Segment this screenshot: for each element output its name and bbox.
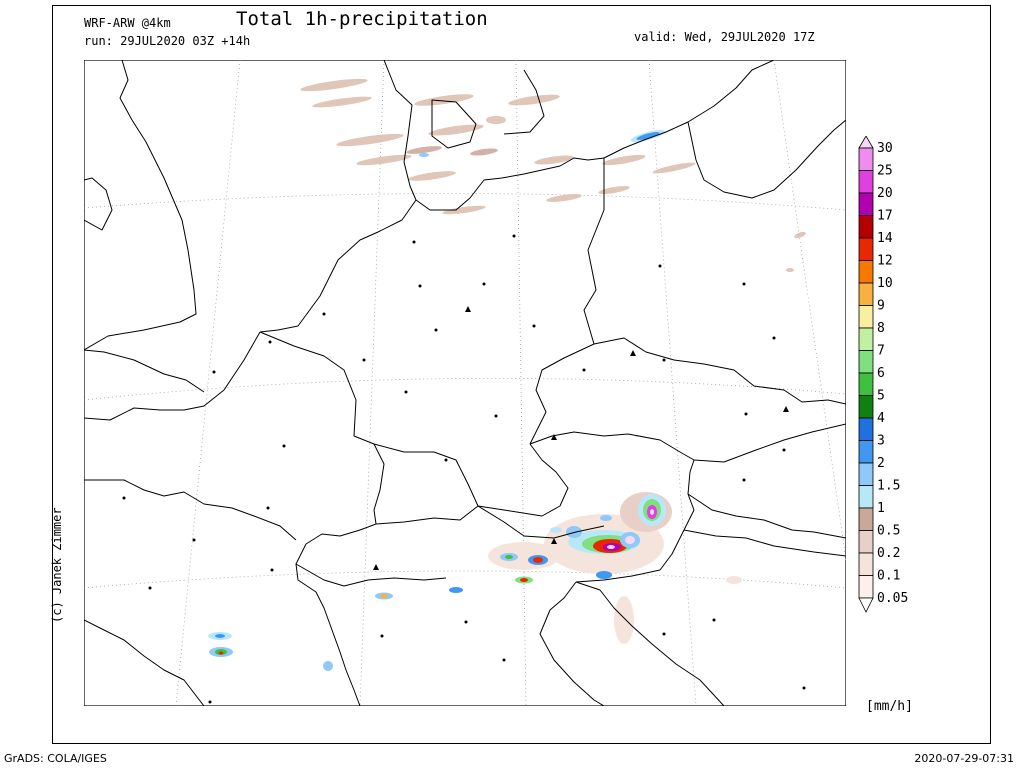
colorbar: 30 25 20 17 14 12 10 9 8 7 6 5 4 3 2 1.5 1 0.5 0.2 0.1 0.05: [858, 136, 908, 613]
colorbar-box: [858, 417, 874, 441]
colorbar-tick-label: 17: [877, 209, 893, 224]
colorbar-box: [858, 305, 874, 329]
coastlines-borders: [84, 60, 846, 706]
colorbar-tick-label: 8: [877, 321, 885, 336]
colorbar-box: [858, 282, 874, 306]
colorbar-tick-label: 1: [877, 501, 885, 516]
run-label: run: 29JUL2020 03Z +14h: [84, 34, 251, 48]
graticule: [84, 60, 846, 706]
colorbar-box: [858, 552, 874, 576]
colorbar-box: [858, 350, 874, 374]
colorbar-box: [858, 170, 874, 194]
colorbar-box: [858, 147, 874, 171]
map-border: [84, 60, 846, 706]
colorbar-tick-label: 10: [877, 276, 893, 291]
colorbar-tick-label: 12: [877, 254, 893, 269]
colorbar-box: [858, 192, 874, 216]
colorbar-tick-label: 1.5: [877, 479, 900, 494]
plot-frame: [52, 5, 991, 744]
colorbar-tick-label: 5: [877, 389, 885, 404]
author-credit: (c) Janek Zimmer: [50, 507, 64, 623]
colorbar-tick-label: 0.1: [877, 569, 900, 584]
colorbar-tick-label: 0.05: [877, 591, 908, 606]
colorbar-tick-label: 7: [877, 344, 885, 359]
colorbar-tick-label: 4: [877, 411, 885, 426]
colorbar-tick-label: 14: [877, 231, 893, 246]
precipitation-map: [84, 60, 846, 706]
colorbar-tick-label: 30: [877, 141, 893, 156]
colorbar-tick-label: 6: [877, 366, 885, 381]
colorbar-box: [858, 507, 874, 531]
colorbar-tick-label: 20: [877, 186, 893, 201]
colorbar-box: [858, 260, 874, 284]
colorbar-top-arrow: [858, 136, 874, 149]
colorbar-box: [858, 575, 874, 599]
colorbar-bottom-arrow: [858, 597, 874, 613]
colorbar-box: [858, 395, 874, 419]
precipitation-fields: [208, 78, 806, 671]
colorbar-tick-label: 25: [877, 164, 893, 179]
colorbar-tick-label: 9: [877, 299, 885, 314]
colorbar-box: [858, 530, 874, 554]
colorbar-tick-label: 0.2: [877, 546, 900, 561]
colorbar-box: [858, 485, 874, 509]
model-label: WRF-ARW @4km: [84, 16, 171, 30]
colorbar-box: [858, 372, 874, 396]
colorbar-unit: [mm/h]: [866, 699, 913, 714]
valid-time-label: valid: Wed, 29JUL2020 17Z: [634, 30, 815, 44]
generated-timestamp: 2020-07-29-07:31: [914, 752, 1014, 765]
colorbar-box: [858, 327, 874, 351]
software-credit: GrADS: COLA/IGES: [4, 752, 107, 765]
colorbar-tick-label: 3: [877, 434, 885, 449]
colorbar-tick-label: 0.5: [877, 524, 900, 539]
colorbar-box: [858, 440, 874, 464]
colorbar-tick-label: 2: [877, 456, 885, 471]
colorbar-box: [858, 237, 874, 261]
alpine-cells: [208, 492, 742, 671]
colorbar-box: [858, 462, 874, 486]
city-markers: [122, 234, 806, 704]
map-title: Total 1h-precipitation: [236, 8, 488, 30]
colorbar-box: [858, 215, 874, 239]
